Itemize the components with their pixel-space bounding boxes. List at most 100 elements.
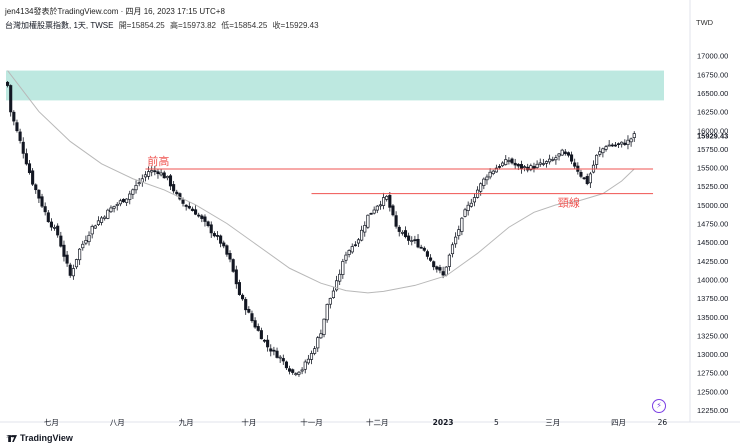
candle-body <box>378 204 382 207</box>
candle-body <box>535 163 539 168</box>
candle-body <box>316 337 320 349</box>
candle-body <box>344 254 348 261</box>
candle-body <box>319 333 323 339</box>
candle-body <box>212 233 216 237</box>
candle-body <box>118 200 122 205</box>
candle-body <box>585 176 589 185</box>
candle-body <box>294 373 298 375</box>
candle-body <box>74 259 79 268</box>
candle-body <box>225 245 229 255</box>
tradingview-brand[interactable]: TradingView <box>6 433 73 443</box>
candle-body <box>137 182 141 185</box>
candle-body <box>313 348 317 354</box>
candle-body <box>34 184 38 191</box>
candle-body <box>153 170 157 173</box>
price-tick-label: 16000.00 <box>697 126 728 135</box>
time-tick-label: 十一月 <box>300 417 323 427</box>
candle-body <box>432 261 436 268</box>
candle-body <box>162 172 166 179</box>
candle-body <box>190 208 194 211</box>
candle-body <box>49 221 53 228</box>
price-tick-label: 15500.00 <box>697 164 728 173</box>
candle-body <box>71 268 75 277</box>
candle-body <box>12 111 16 122</box>
candle-body <box>43 206 47 213</box>
candle-body <box>363 225 367 233</box>
candle-body <box>18 131 22 141</box>
time-tick-label: 三月 <box>545 418 560 427</box>
candle-body <box>87 234 91 243</box>
candle-body <box>125 198 129 203</box>
candle-body <box>297 371 301 375</box>
candle-body <box>479 183 483 192</box>
candle-body <box>422 247 426 251</box>
candle-body <box>341 261 345 275</box>
time-axis[interactable]: 七月 八月 九月 十月 十一月 十二月 2023 5 三月 四月 26 <box>44 417 667 427</box>
candle-body <box>187 205 191 209</box>
price-tick-label: 16250.00 <box>697 108 728 117</box>
brand-label: TradingView <box>20 433 73 443</box>
candle-body <box>538 162 542 165</box>
candle-body <box>65 254 69 264</box>
price-tick-label: 12750.00 <box>697 369 728 378</box>
candle-body <box>209 224 213 234</box>
candle-body <box>288 368 292 372</box>
candle-body <box>610 144 614 147</box>
candle-body <box>510 158 514 164</box>
candle-body <box>275 350 279 358</box>
candle-body <box>194 209 198 215</box>
candle-body <box>219 235 223 244</box>
candle-body <box>488 171 492 178</box>
candle-body <box>200 215 204 219</box>
candle-body <box>632 133 636 139</box>
last-price-label: 15929.43 <box>697 132 728 141</box>
tradingview-logo-icon <box>6 435 17 443</box>
candle-body <box>491 170 495 174</box>
candle-body <box>165 175 169 179</box>
candle-body <box>250 313 254 322</box>
candle-body <box>228 253 232 260</box>
candle-body <box>444 266 448 276</box>
candle-body <box>128 193 132 200</box>
candle-body <box>394 215 398 227</box>
candle-body <box>369 213 373 215</box>
price-tick-label: 16750.00 <box>697 70 728 79</box>
candle-body <box>566 152 570 156</box>
candle-body <box>338 273 342 282</box>
candle-body <box>507 160 511 162</box>
candle-body <box>56 225 60 236</box>
candle-body <box>623 142 627 145</box>
candle-body <box>27 163 32 173</box>
candle-body <box>300 369 304 372</box>
candle-body <box>356 239 361 244</box>
candle-body <box>435 266 439 270</box>
candle-body <box>9 85 13 113</box>
moving-average-line <box>7 70 635 294</box>
candle-body <box>620 141 624 145</box>
candle-body <box>266 339 270 348</box>
candle-body <box>416 238 420 248</box>
resistance-zone <box>6 70 664 101</box>
candle-body <box>150 170 154 173</box>
price-tick-label: 12500.00 <box>697 387 728 396</box>
candle-body <box>24 153 28 165</box>
candle-body <box>604 146 608 150</box>
candle-body <box>353 244 357 247</box>
candle-body <box>281 358 285 362</box>
price-tick-label: 16500.00 <box>697 89 728 98</box>
candle-body <box>59 235 63 247</box>
candle-body <box>516 163 520 167</box>
candle-body <box>121 198 126 203</box>
candle-body <box>557 153 561 157</box>
candle-body <box>504 159 508 165</box>
price-axis[interactable]: 17000.00 16750.00 16500.00 16250.00 16000.00… <box>697 52 728 415</box>
time-tick-label: 5 <box>494 418 499 427</box>
time-tick-label: 七月 <box>44 418 59 427</box>
candle-body <box>447 254 451 267</box>
lightning-bolt-icon[interactable]: ⚡ <box>652 399 666 413</box>
candle-body <box>598 151 602 155</box>
candle-body <box>588 173 592 184</box>
price-tick-label: 17000.00 <box>697 52 728 61</box>
candle-body <box>100 217 104 223</box>
